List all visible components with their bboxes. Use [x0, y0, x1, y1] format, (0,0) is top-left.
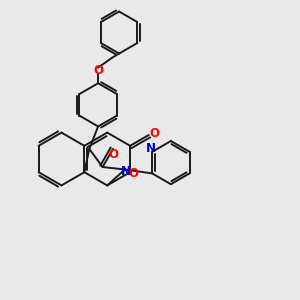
Text: N: N: [121, 164, 130, 178]
Text: O: O: [149, 127, 159, 140]
Text: O: O: [93, 64, 103, 77]
Text: O: O: [129, 167, 139, 180]
Text: N: N: [146, 142, 156, 155]
Text: O: O: [108, 148, 118, 161]
